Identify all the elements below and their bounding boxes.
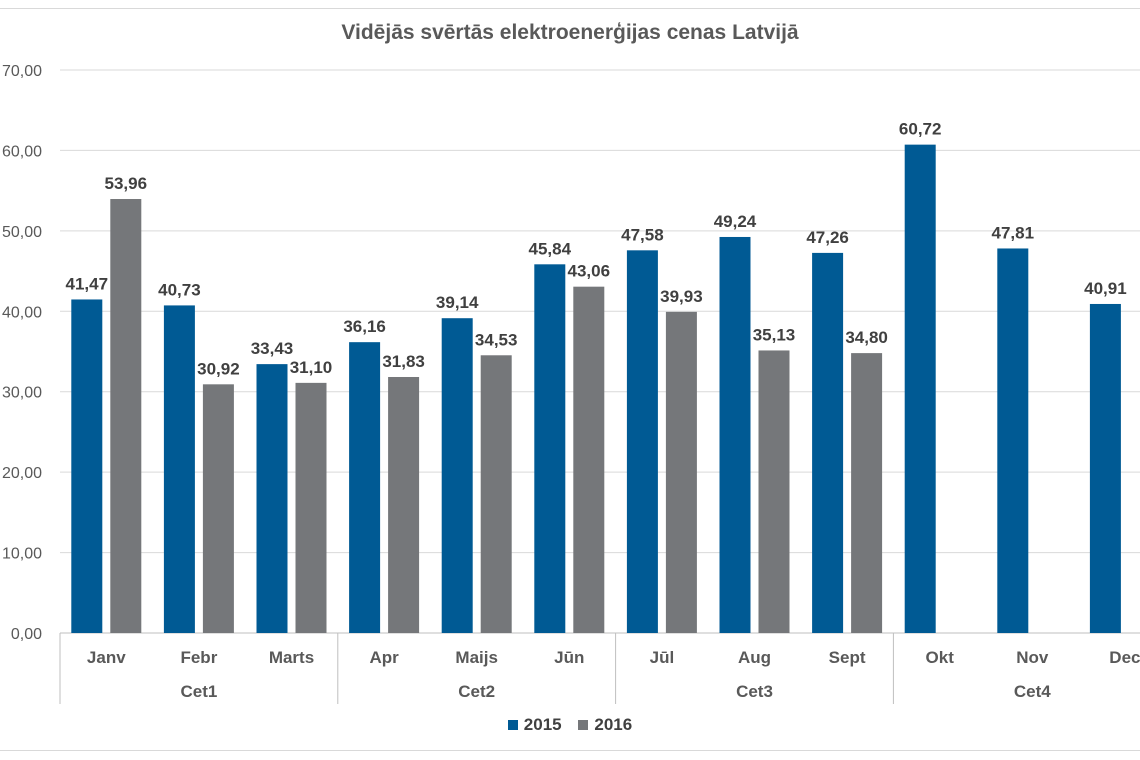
data-label-2015: 39,14 xyxy=(436,293,479,312)
bar-2016 xyxy=(388,376,420,633)
x-tick-label: Febr xyxy=(180,648,217,667)
data-label-2015: 40,91 xyxy=(1084,279,1127,298)
bar-2015 xyxy=(534,264,566,633)
bar-2016 xyxy=(573,286,605,633)
data-label-2015: 49,24 xyxy=(714,212,757,231)
x-tick-label: Jūn xyxy=(554,648,584,667)
y-tick-label: 60,00 xyxy=(2,143,42,160)
data-label-2015: 60,72 xyxy=(899,120,942,139)
bar-2016 xyxy=(851,353,883,633)
group-label: Cet4 xyxy=(1014,682,1051,701)
bar-2016 xyxy=(665,311,697,633)
data-label-2015: 40,73 xyxy=(158,280,201,299)
data-label-2016: 34,53 xyxy=(475,330,518,349)
legend-swatch-2016 xyxy=(578,720,589,730)
y-tick-label: 70,00 xyxy=(2,63,42,80)
bar-2015 xyxy=(71,299,103,633)
x-tick-label: Nov xyxy=(1016,648,1049,667)
bar-2015 xyxy=(256,364,288,633)
data-label-2016: 35,13 xyxy=(753,325,796,344)
bar-2015 xyxy=(349,342,381,633)
legend-item-2016: 2016 xyxy=(578,715,632,735)
group-label: Cet1 xyxy=(180,682,217,701)
data-label-2015: 33,43 xyxy=(251,339,294,358)
bar-2015 xyxy=(1089,303,1121,633)
legend-item-2015: 2015 xyxy=(507,715,562,735)
bottom-border xyxy=(0,750,1140,751)
data-label-2015: 36,16 xyxy=(343,317,386,336)
x-tick-label: Aug xyxy=(738,648,771,667)
legend: 2015 2016 xyxy=(0,715,1140,735)
data-label-2016: 43,06 xyxy=(568,262,611,281)
bar-2016 xyxy=(758,350,790,633)
x-tick-label: Apr xyxy=(369,648,399,667)
bar-2016 xyxy=(202,384,234,633)
x-tick-label: Okt xyxy=(926,648,955,667)
legend-label-2016: 2016 xyxy=(594,715,633,734)
y-tick-label: 50,00 xyxy=(2,224,42,241)
data-label-2016: 31,10 xyxy=(290,358,333,377)
x-tick-label: Marts xyxy=(269,648,314,667)
bar-2015 xyxy=(904,144,936,634)
y-tick-label: 10,00 xyxy=(2,546,42,563)
data-label-2016: 39,93 xyxy=(660,287,703,306)
bar-2015 xyxy=(441,318,473,633)
chart-title: Vidējās svērtās elektroenerģijas cenas L… xyxy=(341,21,799,44)
group-label: Cet2 xyxy=(458,682,495,701)
data-label-2015: 47,58 xyxy=(621,225,664,244)
bar-2015 xyxy=(997,248,1029,633)
y-tick-label: 0,00 xyxy=(11,626,42,643)
y-tick-label: 20,00 xyxy=(2,465,42,482)
bar-2015 xyxy=(719,236,751,633)
x-tick-label: Sept xyxy=(829,648,866,667)
data-label-2016: 30,92 xyxy=(197,359,240,378)
bar-2015 xyxy=(163,305,195,633)
bar-2016 xyxy=(480,355,512,633)
x-tick-label: Jūl xyxy=(650,648,675,667)
x-tick-label: Janv xyxy=(87,648,126,667)
group-label: Cet3 xyxy=(736,682,773,701)
x-tick-label: Dec xyxy=(1109,648,1140,667)
legend-swatch-2015 xyxy=(507,720,518,730)
bar-2016 xyxy=(295,382,327,633)
data-label-2016: 34,80 xyxy=(845,328,888,347)
data-label-2015: 41,47 xyxy=(66,274,109,293)
bar-2016 xyxy=(110,199,142,633)
data-label-2015: 47,26 xyxy=(806,228,849,247)
y-tick-label: 30,00 xyxy=(2,385,42,402)
y-tick-label: 40,00 xyxy=(2,304,42,321)
legend-label-2015: 2015 xyxy=(523,715,562,734)
bar-2015 xyxy=(812,252,844,633)
bar-2015 xyxy=(626,250,658,633)
data-label-2016: 31,83 xyxy=(382,352,425,371)
data-label-2015: 45,84 xyxy=(529,239,572,258)
data-label-2016: 53,96 xyxy=(105,174,148,193)
x-tick-label: Maijs xyxy=(455,648,498,667)
top-border xyxy=(0,8,1140,9)
data-label-2015: 47,81 xyxy=(992,223,1035,242)
